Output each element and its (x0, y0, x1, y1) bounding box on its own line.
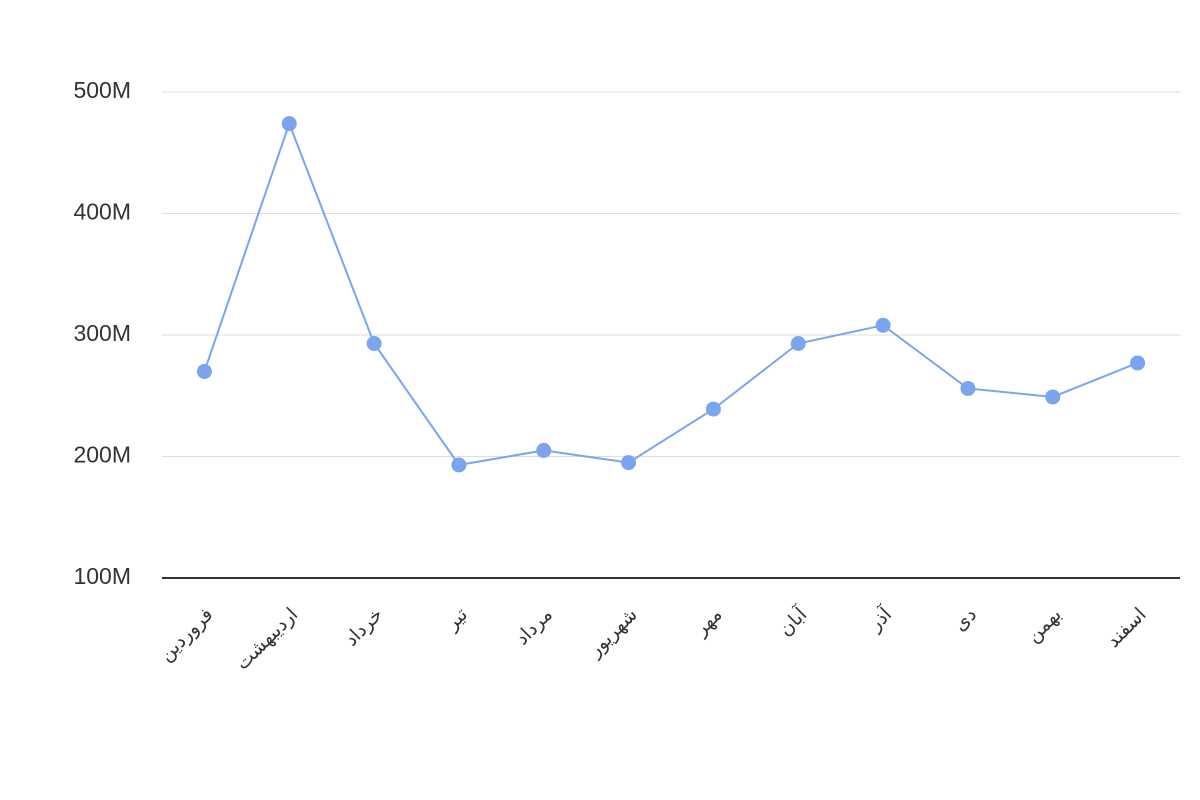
point (536, 442, 552, 458)
x-tick-label: آبان (773, 602, 812, 641)
point (960, 380, 976, 396)
point (281, 116, 297, 132)
x-tick-label: فروردین (156, 604, 218, 666)
point (1045, 389, 1061, 405)
x-tick-label: دی (950, 604, 981, 635)
x-tick-label: بهمن (1023, 604, 1066, 647)
point (451, 457, 467, 473)
x-tick-label: خرداد (341, 604, 387, 650)
x-tick-label: اسفند (1103, 604, 1151, 652)
point (875, 317, 891, 333)
y-tick-label: 200M (73, 442, 131, 468)
point (621, 455, 637, 471)
x-tick-label: آذر (862, 602, 896, 636)
x-tick-label: مهر (690, 604, 726, 640)
series-line (203, 120, 1138, 467)
x-tick-label: تیر (441, 604, 472, 635)
x-tick-label: شهریور (584, 604, 642, 662)
x-tick-label: اردیبهشت (232, 604, 302, 674)
y-tick-label: 100M (73, 563, 131, 589)
y-tick-label: 500M (73, 77, 131, 103)
point (1130, 355, 1146, 371)
point (196, 363, 212, 379)
y-tick-label: 300M (73, 320, 131, 346)
x-tick-label: مرداد (512, 604, 557, 649)
point (705, 401, 721, 417)
point (366, 336, 382, 352)
point (790, 336, 806, 352)
y-tick-label: 400M (73, 199, 131, 225)
